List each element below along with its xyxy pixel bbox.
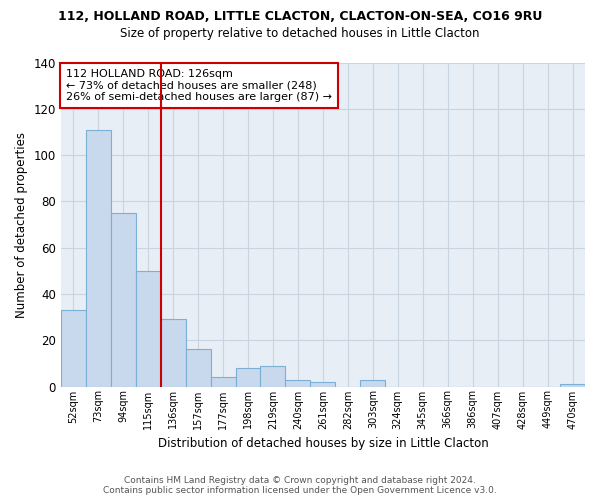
Text: 112 HOLLAND ROAD: 126sqm
← 73% of detached houses are smaller (248)
26% of semi-: 112 HOLLAND ROAD: 126sqm ← 73% of detach… [66, 69, 332, 102]
Y-axis label: Number of detached properties: Number of detached properties [15, 132, 28, 318]
Bar [111, 213, 136, 386]
Text: 112, HOLLAND ROAD, LITTLE CLACTON, CLACTON-ON-SEA, CO16 9RU: 112, HOLLAND ROAD, LITTLE CLACTON, CLACT… [58, 10, 542, 23]
Bar [236, 368, 260, 386]
Bar [161, 320, 185, 386]
Bar [286, 380, 310, 386]
Bar [260, 366, 286, 386]
Bar [211, 378, 236, 386]
Bar [61, 310, 86, 386]
X-axis label: Distribution of detached houses by size in Little Clacton: Distribution of detached houses by size … [158, 437, 488, 450]
Bar [361, 380, 385, 386]
Bar [136, 271, 161, 386]
Text: Size of property relative to detached houses in Little Clacton: Size of property relative to detached ho… [120, 28, 480, 40]
Bar [310, 382, 335, 386]
Bar [86, 130, 111, 386]
Text: Contains HM Land Registry data © Crown copyright and database right 2024.
Contai: Contains HM Land Registry data © Crown c… [103, 476, 497, 495]
Bar [185, 350, 211, 387]
Bar [560, 384, 585, 386]
